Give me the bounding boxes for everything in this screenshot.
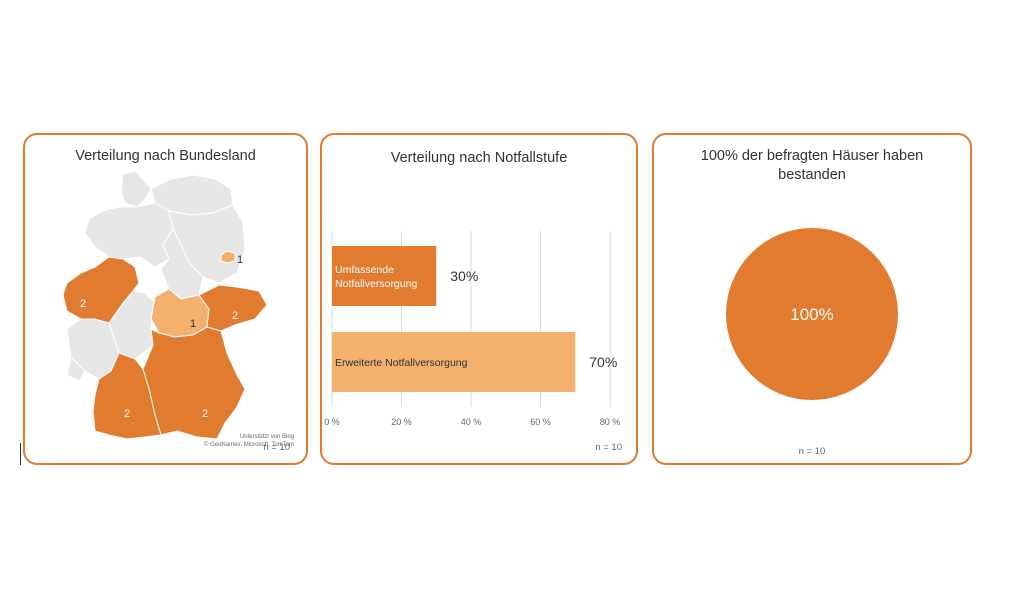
bar: [332, 246, 437, 306]
pie-chart-title: 100% der befragten Häuser haben bestande…: [700, 148, 924, 183]
region-saarland: [66, 356, 86, 382]
bar: [332, 332, 576, 392]
pie-slice: [726, 228, 898, 400]
map-value-label: 2: [232, 310, 238, 322]
x-tick-label: 20 %: [391, 417, 412, 427]
attribution-bing: Unterstützt von Bing: [239, 434, 294, 440]
bar-chart-title: Verteilung nach Notfallstufe: [390, 150, 568, 166]
map-n-label: n = 10: [263, 442, 290, 453]
x-tick-label: 80 %: [600, 417, 621, 427]
germany-map: 1 2 1 2 2 2: [62, 170, 268, 440]
bar-chart: 0 % 20 % 40 % 60 % 80 % Umfassende Notfallvers…: [324, 231, 621, 427]
bar-category-label: Umfassende Notfallversorgung: [335, 264, 417, 290]
bar-value-label: 70%: [589, 354, 617, 370]
pie-chart: 100%: [726, 228, 898, 400]
pie-value-label: 100%: [790, 305, 833, 324]
x-tick-label: 40 %: [461, 417, 482, 427]
bar-category-label: Erweiterte Notfallversorgung: [335, 357, 468, 369]
map-value-label: 2: [202, 408, 208, 420]
region-niedersachsen: [84, 202, 174, 268]
bar-chart-card: Verteilung nach Notfallstufe 0 % 20 % 40 %…: [320, 133, 638, 465]
text-cursor: [20, 443, 21, 465]
map-value-label: 2: [80, 298, 86, 310]
region-baden-wuerttemberg: [92, 352, 162, 440]
region-berlin: [220, 250, 236, 264]
x-tick-label: 60 %: [530, 417, 551, 427]
map-title: Verteilung nach Bundesland: [75, 148, 256, 164]
attribution-sources: © GeoNames, Microsoft, TomTom: [204, 442, 294, 448]
region-nordrhein-westfalen: [62, 256, 140, 324]
pie-n-label: n = 10: [798, 446, 826, 457]
x-tick-label: 0 %: [324, 417, 340, 427]
region-bayern: [142, 326, 246, 440]
map-value-label: 1: [190, 318, 196, 330]
region-schleswig-holstein: [120, 170, 152, 208]
region-sachsen: [198, 284, 268, 332]
bar-value-label: 30%: [450, 268, 478, 284]
map-card: Verteilung nach Bundesland 1 2 1 2 2 2 Unters…: [23, 133, 308, 465]
map-attribution: Unterstützt von Bing © GeoNames, Microso…: [204, 433, 294, 449]
map-value-label: 2: [124, 408, 130, 420]
pie-chart-card: 100% der befragten Häuser haben bestande…: [652, 133, 972, 465]
bar-n-label: n = 10: [595, 442, 622, 453]
map-value-label: 1: [237, 254, 243, 266]
